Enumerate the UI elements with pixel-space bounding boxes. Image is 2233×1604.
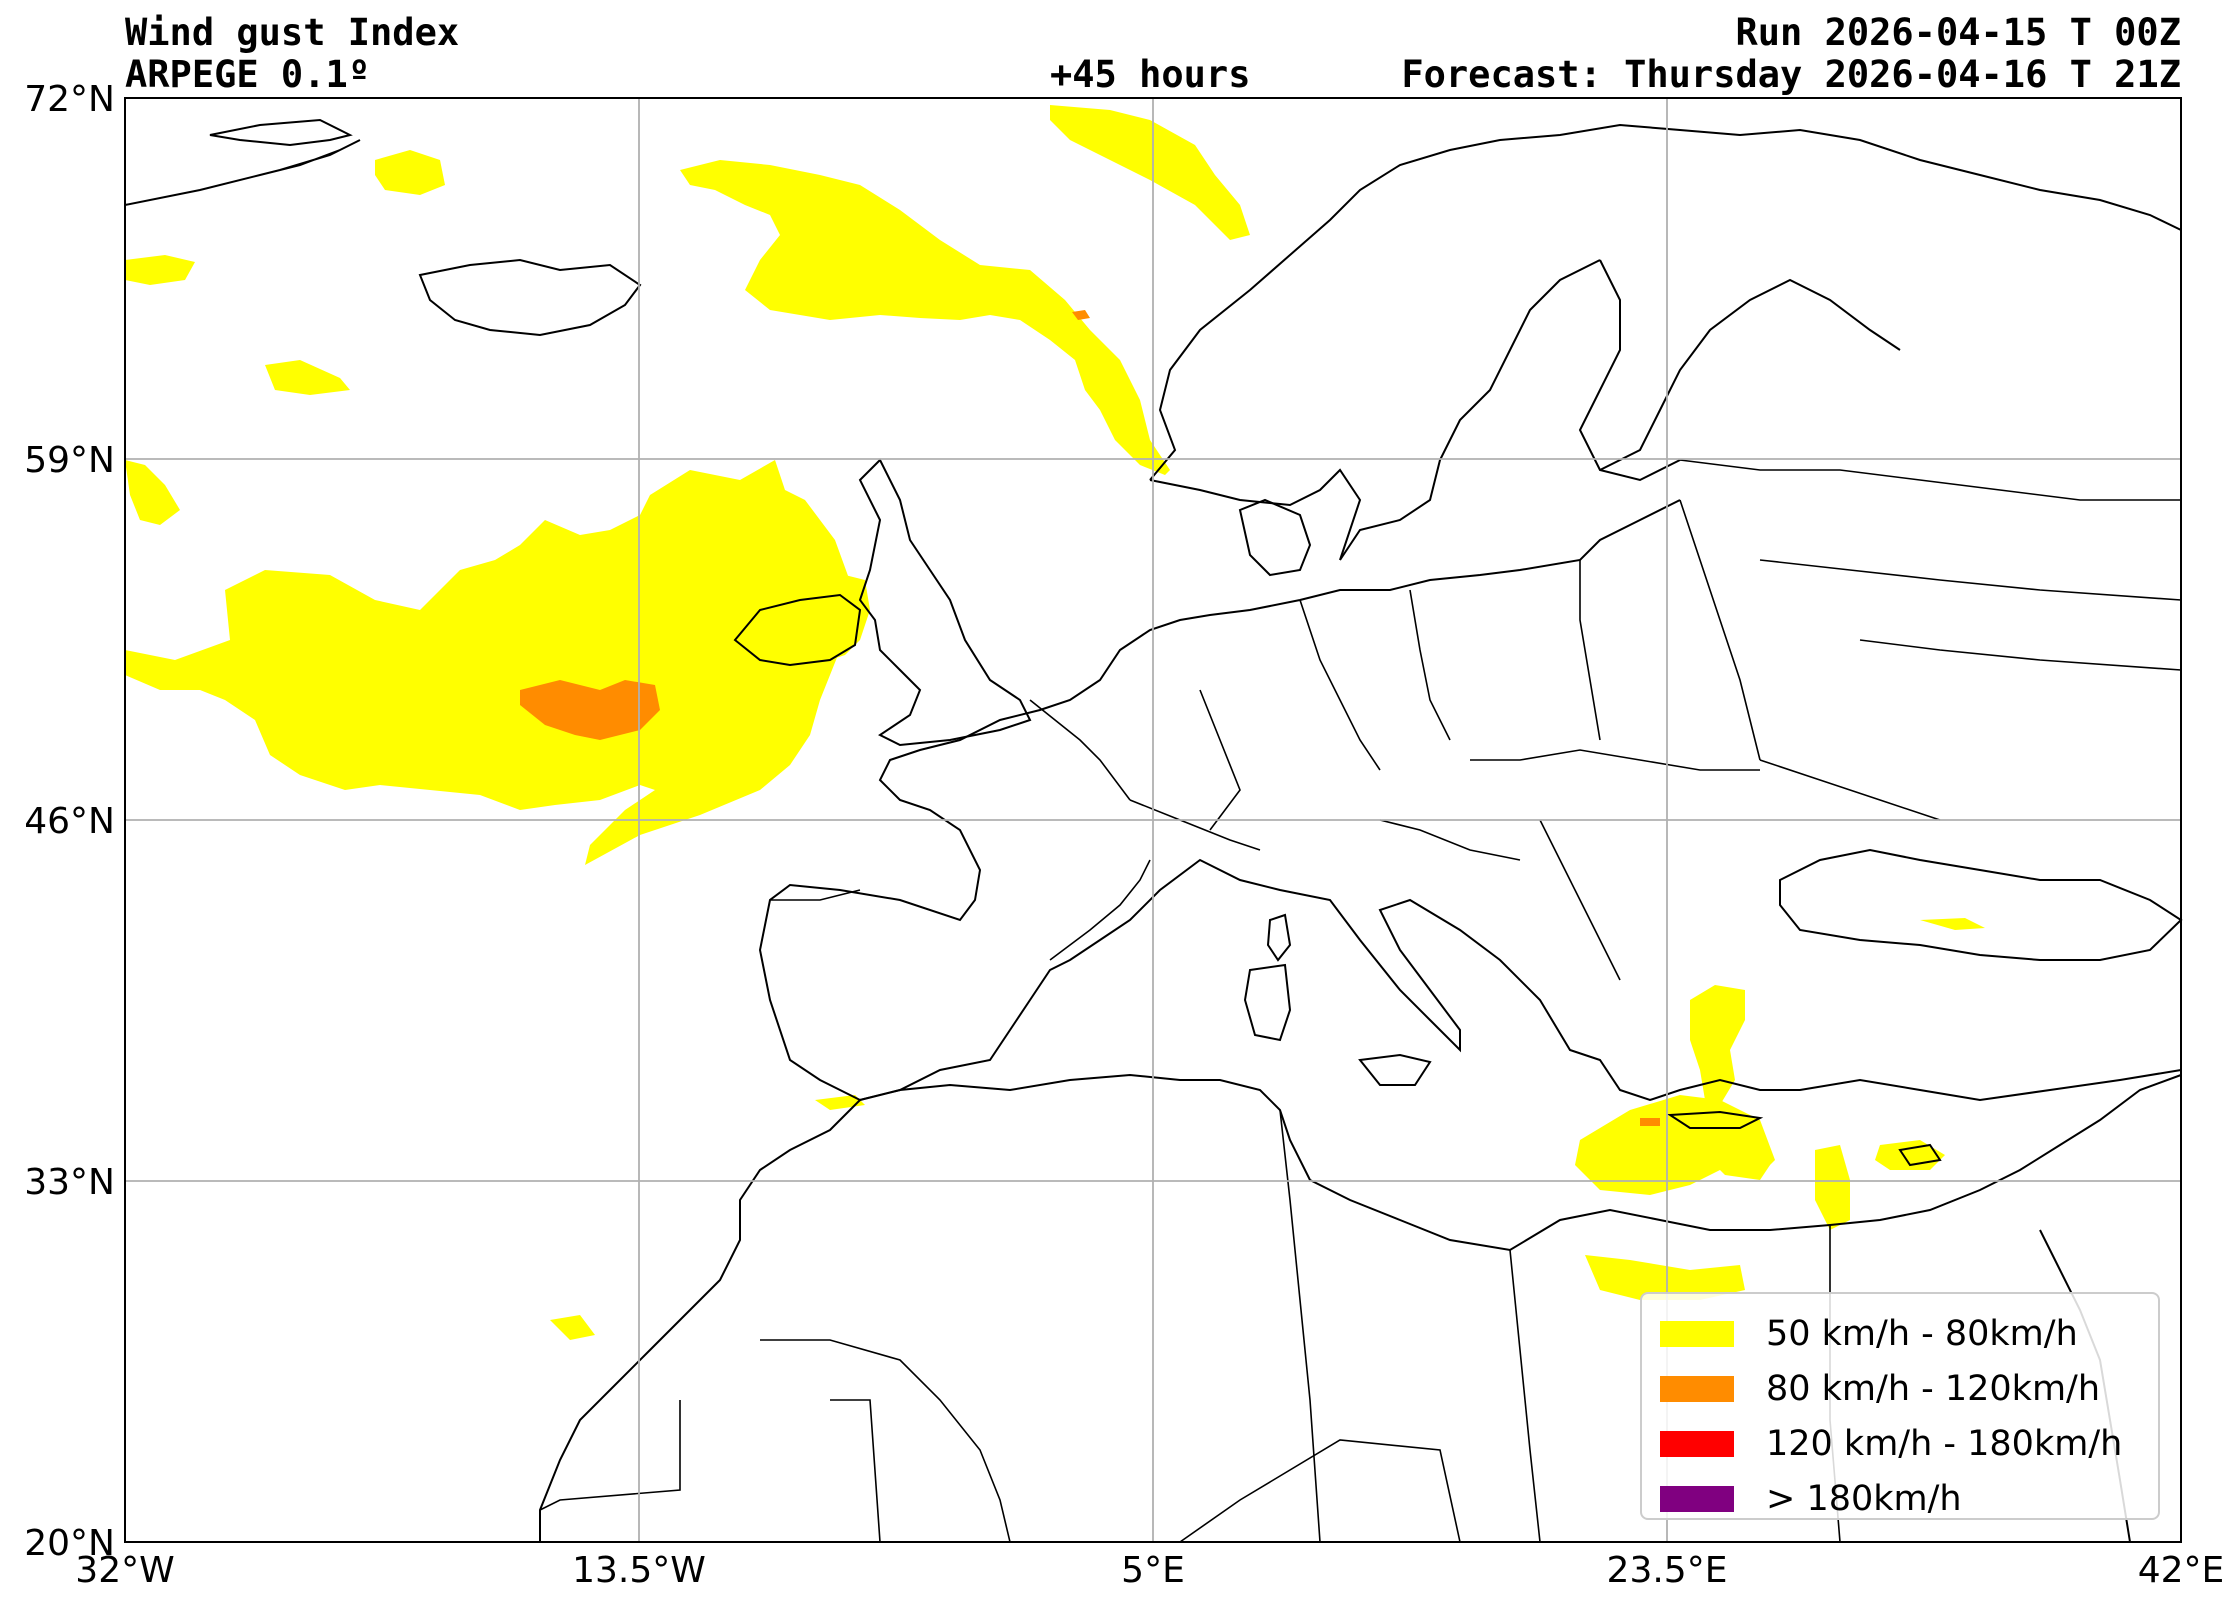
map-frame (124, 97, 2182, 1543)
y-tick-label: 46°N (24, 801, 115, 842)
y-tick-label: 20°N (24, 1523, 115, 1564)
gust-area-northwest (125, 255, 195, 285)
legend-swatch (1660, 1376, 1734, 1402)
gust-areas-orange (520, 310, 1660, 1126)
coast-denmark (1238, 498, 1312, 577)
lead-time: +45 hours (1050, 53, 1251, 96)
coast-iceland (418, 258, 642, 337)
forecast-time: Forecast: Thursday 2026-04-16 T 21Z (1401, 53, 2181, 96)
coast-continent (758, 599, 2182, 1102)
legend-item-120-180: 120 km/h - 180km/h (1660, 1424, 2122, 1464)
x-tick-label: 5°E (1121, 1550, 1185, 1591)
gust-area-norwegian-sea (680, 160, 1170, 475)
border-23 (1179, 1439, 1461, 1543)
coast-africa (539, 1099, 861, 1542)
border-2 (1129, 799, 1261, 851)
border-21 (539, 1400, 681, 1511)
coast-norway-south (1149, 468, 1362, 561)
y-tick-label: 33°N (24, 1162, 115, 1203)
run-time: Run 2026-04-15 T 00Z (1735, 11, 2181, 54)
legend: 50 km/h - 80km/h 80 km/h - 120km/h 120 k… (1640, 1292, 2160, 1520)
border-16 (770, 889, 861, 901)
coast-crete (1666, 1110, 1764, 1129)
gust-area-south-crete (1700, 1145, 1770, 1180)
gust-area-small-orange (1072, 310, 1090, 320)
border-10 (1679, 459, 2181, 501)
border-18 (1509, 1249, 1541, 1543)
border-1 (1029, 699, 1131, 801)
coast-gulf-bothnia (1578, 259, 1681, 482)
gust-area-north (1050, 105, 1250, 240)
y-tick-label: 72°N (24, 79, 115, 120)
border-22 (830, 1399, 881, 1543)
legend-label: 80 km/h - 120km/h (1766, 1369, 2101, 1409)
border-5 (1409, 589, 1451, 741)
gust-area-crete-orange (1640, 1118, 1660, 1126)
coast-black-sea (1779, 848, 2183, 961)
border-4 (1299, 599, 1381, 771)
coast-corsica (1266, 913, 1292, 962)
gust-area-core-orange (520, 680, 660, 740)
legend-item-80-120: 80 km/h - 120km/h (1660, 1369, 2100, 1409)
borders (539, 459, 2182, 1543)
coastlines (124, 118, 2183, 1543)
border-14 (1379, 819, 1521, 861)
border-11 (1759, 559, 2182, 601)
gust-area-ireland (745, 575, 870, 665)
gust-area-libya (1585, 1255, 1745, 1300)
coast-sweden (1339, 259, 1601, 561)
coast-sardinia (1243, 963, 1292, 1042)
legend-item-180-plus: > 180km/h (1660, 1479, 1962, 1519)
gust-area-black-sea (1920, 918, 1985, 930)
legend-swatch (1660, 1321, 1734, 1347)
legend-swatch (1660, 1486, 1734, 1512)
border-12 (1859, 639, 2182, 671)
x-tick-label: 32°W (75, 1550, 174, 1591)
coast-scandinavia (1149, 123, 2182, 481)
coast-greenland (124, 139, 361, 206)
border-15 (1049, 859, 1151, 961)
legend-item-50-80: 50 km/h - 80km/h (1660, 1314, 2078, 1354)
x-tick-label: 42°E (2138, 1550, 2225, 1591)
gust-area-aegean (1690, 985, 1745, 1105)
x-tick-label: 13.5°W (572, 1550, 706, 1591)
coast-greenland-north (209, 118, 353, 147)
border-6 (1470, 749, 1760, 771)
border-7 (1579, 560, 1601, 741)
legend-label: 50 km/h - 80km/h (1766, 1314, 2078, 1354)
gust-areas (125, 105, 1985, 1340)
legend-label: 120 km/h - 180km/h (1766, 1424, 2123, 1464)
gust-area-crete (1575, 1095, 1775, 1195)
coast-finland (1599, 278, 1901, 471)
coast-ireland (733, 593, 862, 667)
y-tick-label: 59°N (24, 440, 115, 481)
x-tick-label: 23.5°E (1607, 1550, 1728, 1591)
model-name: ARPEGE 0.1º (125, 53, 371, 96)
border-9 (1759, 759, 1941, 821)
border-13 (1539, 819, 1621, 981)
border-3 (1199, 689, 1241, 831)
coast-baltic (1299, 499, 1681, 601)
gust-area-west (265, 360, 350, 395)
legend-label: > 180km/h (1766, 1479, 1962, 1519)
gust-area-far-west (125, 460, 180, 525)
gust-area-atlantic (125, 460, 855, 865)
coast-sicily (1358, 1053, 1432, 1086)
legend-swatch (1660, 1431, 1734, 1457)
border-8 (1679, 499, 1761, 761)
coast-africa-med (859, 1073, 2182, 1252)
axis-ticks: 32°W 13.5°W 5°E 23.5°E 42°E 72°N 59°N 46°N 33°N 2… (24, 79, 2224, 1591)
gust-area-levant-sea (1815, 1145, 1850, 1230)
border-17 (1279, 1109, 1321, 1543)
border-20 (760, 1339, 1011, 1543)
coast-cyprus (1898, 1143, 1942, 1167)
gust-area-greenland (375, 150, 445, 195)
map-title: Wind gust Index (125, 11, 460, 54)
gust-area-canaries (550, 1315, 595, 1340)
coast-great-britain (858, 458, 1032, 747)
